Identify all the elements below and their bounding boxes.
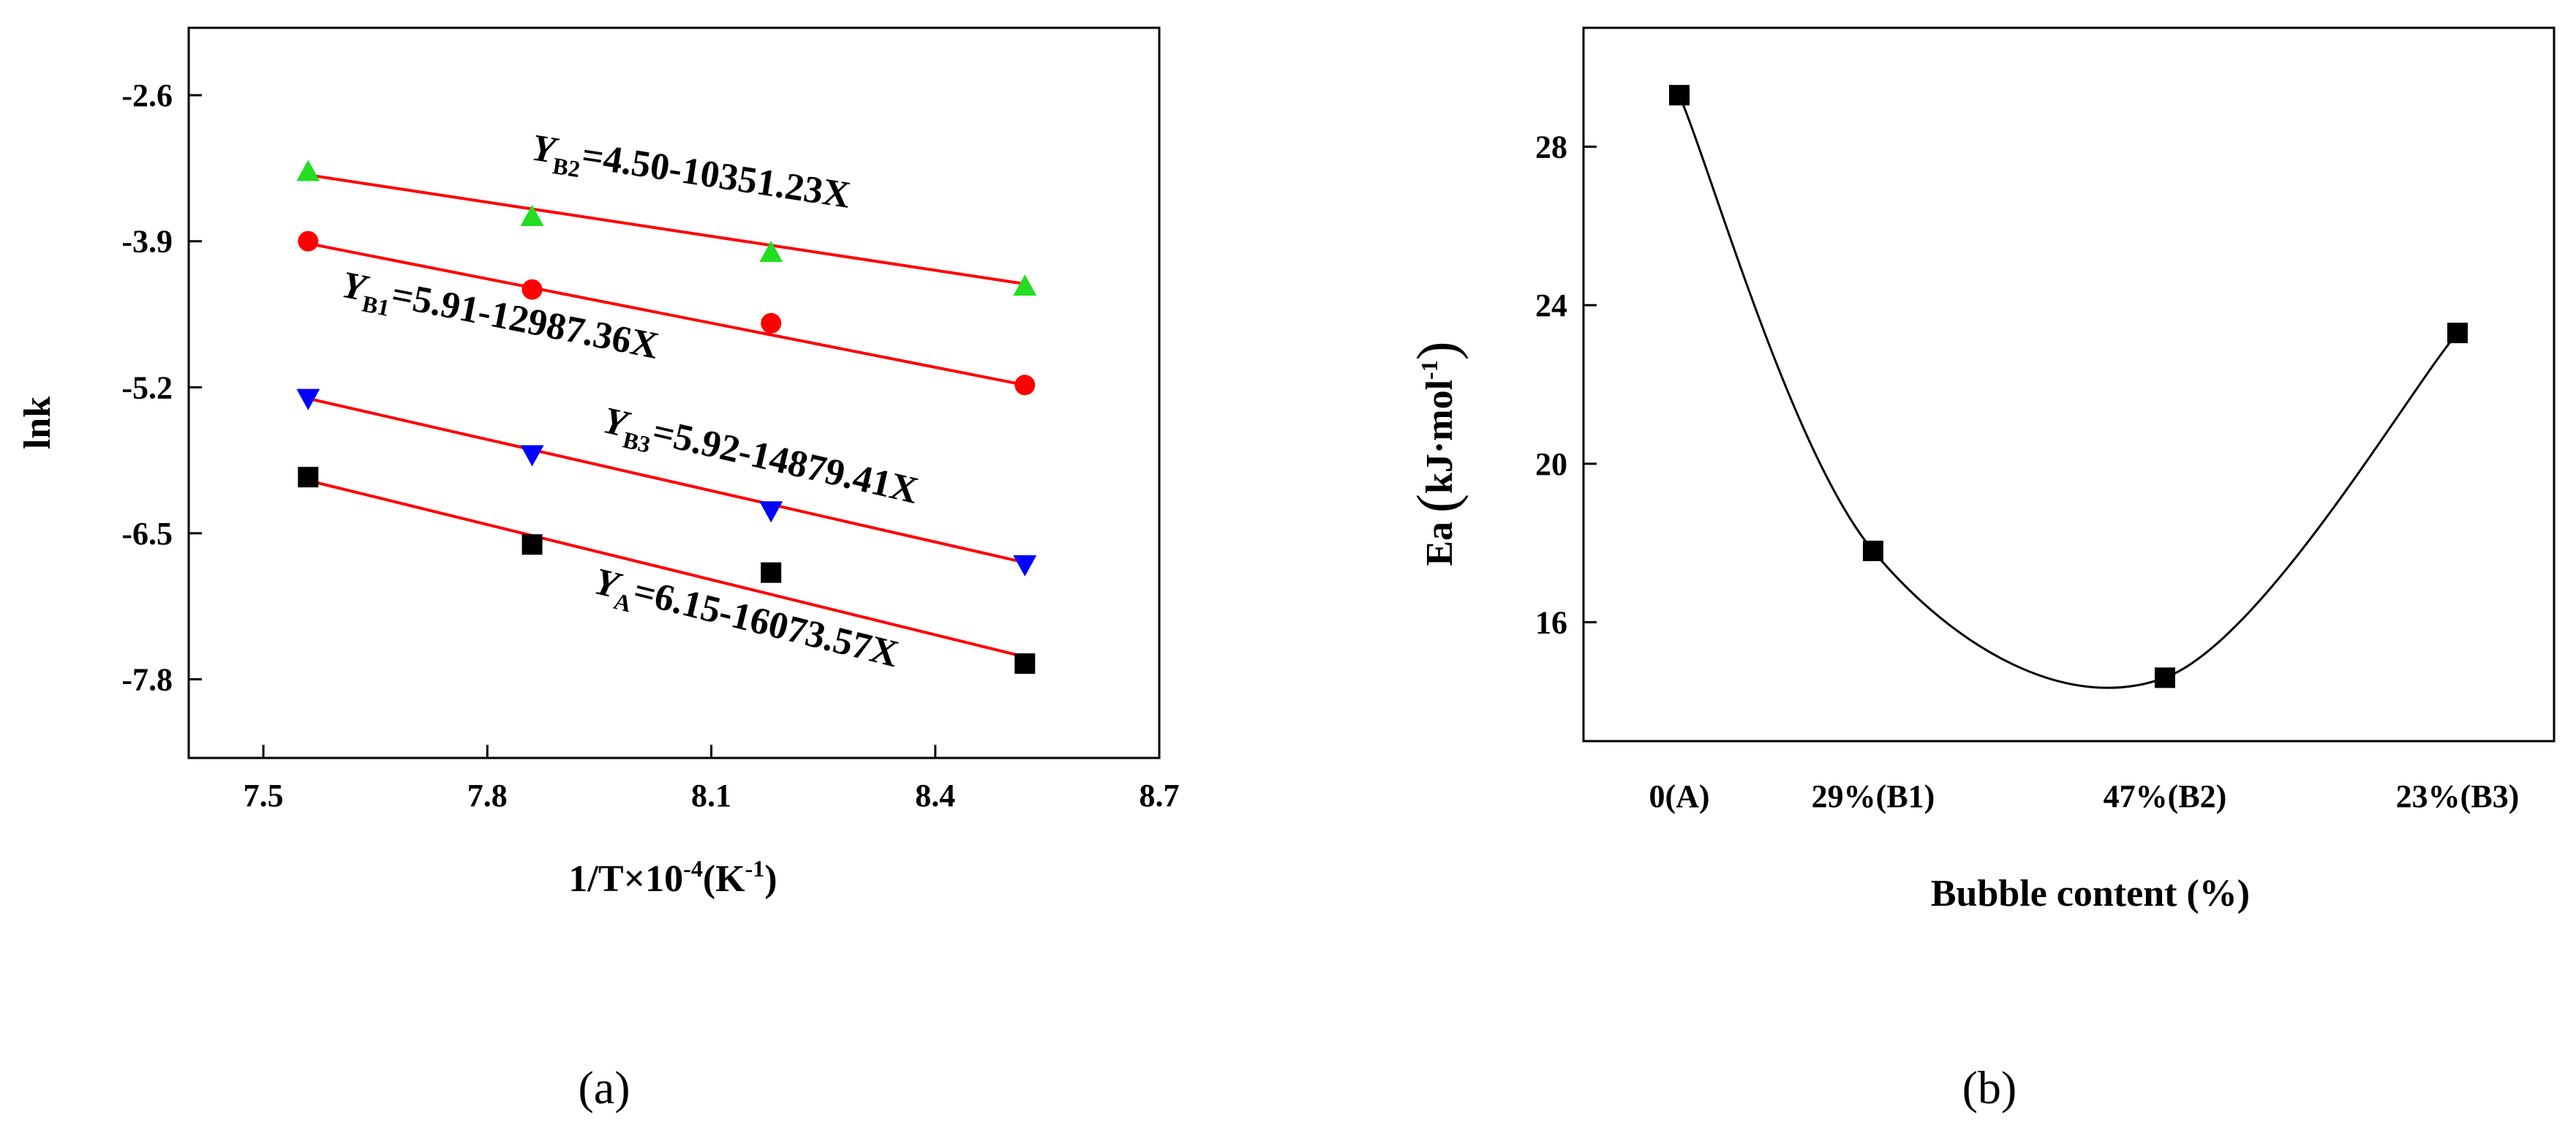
point-b3: [1013, 555, 1037, 577]
plot-frame-b: [1582, 26, 2556, 743]
equation-label-b2: YB2=4.50-10351.23X: [528, 127, 854, 223]
point-b2: [1013, 274, 1037, 296]
panel-a-chart: -2.6 -3.9 -5.2 -6.5 -7.8 7.5 7.8 8.1 8.4 8.7 YB2…: [17, 26, 1180, 1114]
x-axis-a: 7.5 7.8 8.1 8.4 8.7: [244, 745, 1180, 814]
x-tick-label-b: 0(A): [1649, 778, 1709, 814]
y-tick-label-a: -7.8: [121, 662, 173, 698]
point-b1: [1014, 375, 1036, 396]
fit-line-b1: [307, 241, 1025, 387]
fit-curve-b: [1678, 94, 2459, 689]
fit-line-a: [307, 478, 1025, 658]
point-b1: [298, 230, 319, 252]
point-ea: [2155, 667, 2175, 688]
y-axis-b: 16 20 24 28: [1535, 129, 1597, 641]
point-a: [1014, 653, 1036, 675]
panel-b-chart: 16 20 24 28 0(A) 29%(B1) 47%(B2) 23%(B3) Ea(kJ…: [1405, 26, 2556, 1114]
data-markers-b: [1669, 85, 2468, 688]
x-tick-label-b: 47%(B2): [2104, 778, 2227, 814]
y-axis-title-a: lnk: [17, 397, 59, 449]
y-axis-a: -2.6 -3.9 -5.2 -6.5 -7.8: [121, 78, 202, 698]
point-ea: [1863, 541, 1883, 561]
point-ea: [2447, 323, 2468, 344]
point-b1: [761, 312, 782, 334]
panel-label-a: (a): [578, 1062, 630, 1114]
point-b2: [520, 204, 544, 226]
y-tick-label-b: 20: [1535, 446, 1567, 482]
y-tick-label-a: -6.5: [121, 516, 173, 552]
y-tick-label-a: -2.6: [121, 78, 173, 113]
point-b1: [521, 279, 543, 300]
point-b2: [759, 241, 783, 263]
x-tick-label-b: 23%(B3): [2396, 778, 2520, 814]
y-axis-title-b: Ea(kJ·mol-1): [1405, 341, 1469, 566]
point-a: [761, 562, 782, 583]
panel-label-b: (b): [1962, 1062, 2017, 1114]
x-tick-label-b: 29%(B1): [1812, 778, 1935, 814]
y-tick-label-b: 16: [1535, 605, 1567, 641]
x-tick-label-a: 7.8: [467, 778, 508, 814]
y-tick-label-a: -5.2: [121, 369, 173, 405]
x-tick-label-a: 7.5: [244, 778, 284, 814]
point-ea: [1669, 85, 1690, 106]
equation-label-a: YA=6.15-16073.57X: [589, 560, 903, 682]
fit-lines-a: [307, 173, 1025, 658]
point-b3: [296, 388, 320, 410]
y-tick-label-b: 28: [1535, 129, 1567, 165]
point-a: [298, 467, 319, 488]
point-a: [521, 534, 543, 555]
x-axis-title-a: 1/T×10-4(K-1): [568, 855, 777, 900]
y-tick-label-b: 24: [1535, 288, 1567, 323]
fit-line-b2: [308, 173, 1025, 286]
x-tick-label-a: 8.1: [691, 778, 731, 814]
data-markers-a: [296, 159, 1037, 675]
point-b3: [759, 501, 783, 523]
x-tick-label-a: 8.7: [1140, 778, 1180, 814]
equation-labels-a: YB2=4.50-10351.23XYB1=5.91-12987.36XYB3=…: [339, 127, 922, 682]
fit-line-b3: [307, 397, 1025, 564]
point-b3: [520, 445, 544, 467]
x-axis-title-b: Bubble content (%): [1931, 873, 2250, 915]
x-tick-label-a: 8.4: [915, 778, 955, 814]
point-b2: [296, 159, 320, 181]
y-tick-label-a: -3.9: [121, 224, 173, 260]
x-axis-b: 0(A) 29%(B1) 47%(B2) 23%(B3): [1649, 778, 2519, 814]
plot-frame-a: [187, 26, 1161, 759]
